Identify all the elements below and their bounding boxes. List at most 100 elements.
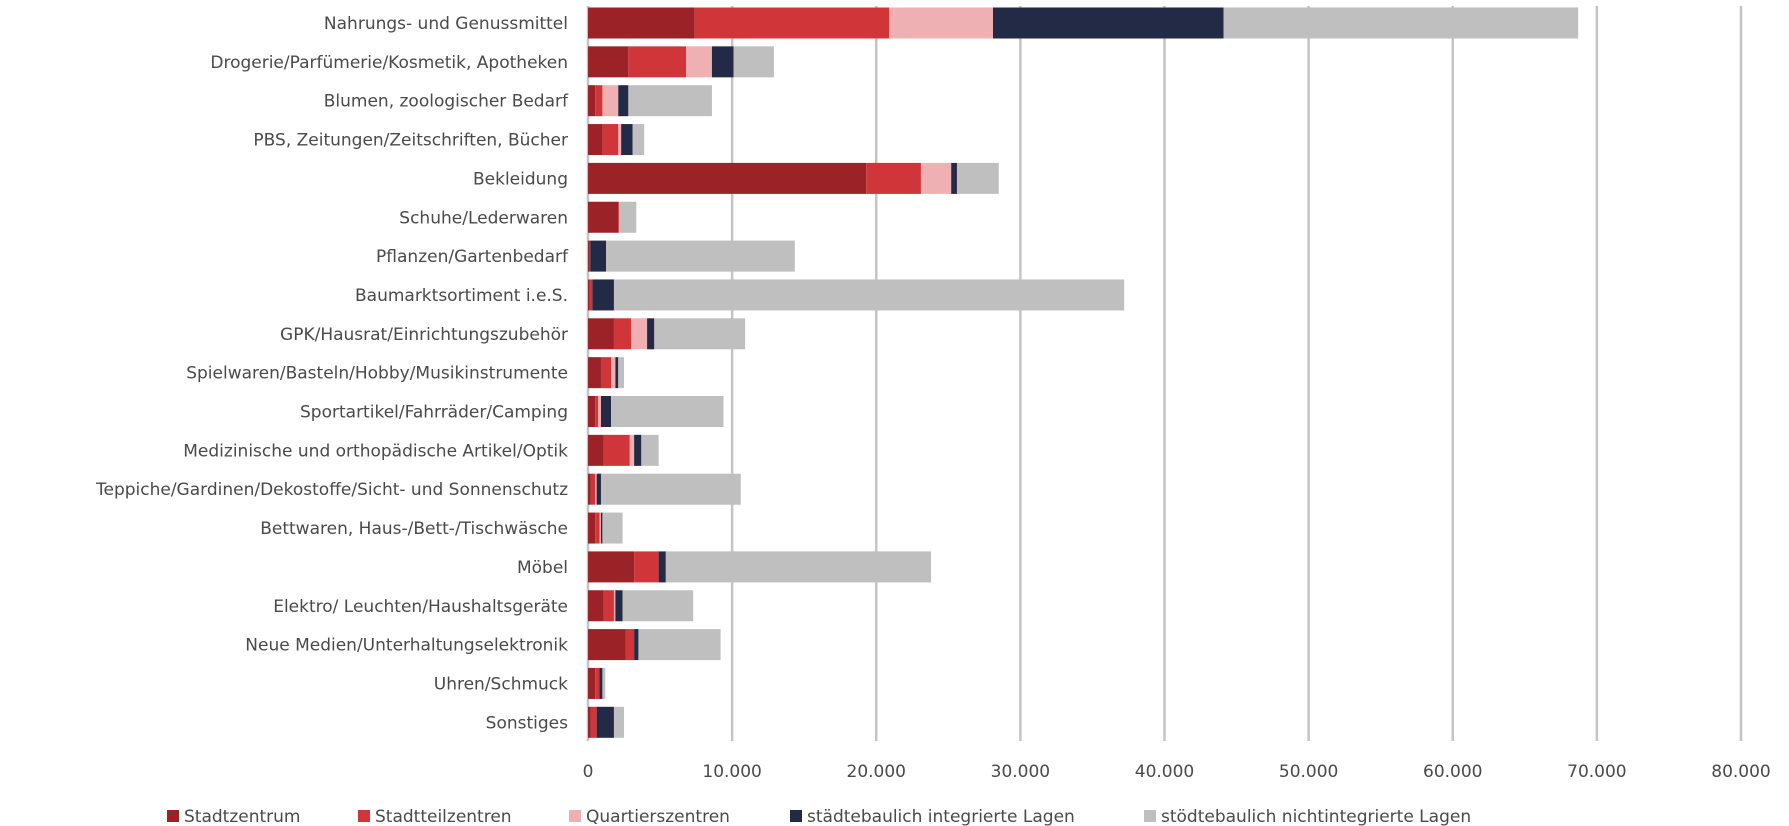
bar-segment xyxy=(992,7,1224,39)
legend-label: Quartierszentren xyxy=(586,807,730,826)
bar-segment xyxy=(1223,7,1579,39)
bar-segment xyxy=(611,357,616,389)
legend-swatch xyxy=(358,810,370,822)
x-tick-labels: 0 10.000 20.000 30.000 40.000 50.000 60.000 70.… xyxy=(583,762,1771,782)
category-label: Möbel xyxy=(517,558,568,578)
category-label: Bekleidung xyxy=(473,169,568,189)
bar-segment xyxy=(588,124,603,156)
legend-swatch xyxy=(569,810,581,822)
bar-segment xyxy=(595,396,599,427)
x-tick-label: 0 xyxy=(583,762,594,782)
bar-segment xyxy=(588,667,596,699)
gridlines xyxy=(586,6,1743,741)
bar-segment xyxy=(611,396,724,427)
bar-segment xyxy=(634,551,659,583)
bar-segment xyxy=(658,551,666,583)
bar-segment xyxy=(641,434,659,466)
bar-segment xyxy=(613,706,625,738)
bar-segment xyxy=(589,279,593,311)
bar-segment xyxy=(588,434,604,466)
bar-segment xyxy=(615,357,619,389)
category-label: PBS, Zeitungen/Zeitschriften, Bücher xyxy=(253,131,568,151)
bar-segment xyxy=(588,85,596,117)
category-label: Medizinische und orthopädische Artikel/O… xyxy=(183,441,568,461)
bar-segment xyxy=(920,162,952,194)
legend-swatch xyxy=(1144,810,1156,822)
legend-label: Stadtteilzentren xyxy=(375,807,512,826)
bar-segment xyxy=(603,590,614,622)
bar-segment xyxy=(588,706,591,738)
legend: Stadtzentrum Stadtteilzentren Quartierszen… xyxy=(167,807,1471,826)
bar-segment xyxy=(628,46,687,78)
legend-swatch xyxy=(790,810,802,822)
category-label: Pflanzen/Gartenbedarf xyxy=(376,247,569,267)
x-tick-label: 70.000 xyxy=(1567,762,1626,782)
category-label: Nahrungs- und Genussmittel xyxy=(324,14,568,34)
bar-segment xyxy=(589,240,591,272)
bar-segment xyxy=(590,240,607,272)
bar-segment xyxy=(595,667,600,699)
bar-segment xyxy=(631,318,648,350)
bar-segment xyxy=(588,7,695,39)
x-tick-label: 60.000 xyxy=(1423,762,1482,782)
legend-swatch xyxy=(167,810,179,822)
bar-segment xyxy=(613,590,616,622)
category-label: Spielwaren/Basteln/Hobby/Musikinstrument… xyxy=(186,364,568,384)
bar-segment xyxy=(588,473,591,505)
bar-segment xyxy=(638,629,721,661)
bar-segment xyxy=(588,279,590,311)
bar-segment xyxy=(596,706,614,738)
bar-segment xyxy=(951,162,957,194)
bars xyxy=(588,7,1579,738)
bar-segment xyxy=(632,124,645,156)
bar-segment xyxy=(602,512,623,544)
bar-segment xyxy=(590,706,597,738)
bar-segment xyxy=(595,473,597,505)
legend-label: Stadtzentrum xyxy=(184,807,300,826)
bar-segment xyxy=(595,85,603,117)
x-tick-label: 20.000 xyxy=(847,762,906,782)
bar-segment xyxy=(654,318,746,350)
category-label: Baumarktsortiment i.e.S. xyxy=(355,286,568,306)
bar-segment xyxy=(628,85,712,117)
category-label: GPK/Hausrat/Einrichtungszubehör xyxy=(280,325,568,345)
bar-segment xyxy=(600,473,741,505)
bar-segment xyxy=(600,357,612,389)
bar-segment xyxy=(866,162,921,194)
bar-segment xyxy=(618,201,637,233)
bar-segment xyxy=(647,318,655,350)
category-label: Elektro/ Leuchten/Haushaltsgeräte xyxy=(273,597,568,617)
bar-segment xyxy=(588,201,619,233)
bar-segment xyxy=(634,629,639,661)
legend-label: städtebaulich integrierte Lagen xyxy=(807,807,1075,826)
bar-segment xyxy=(599,667,603,699)
bar-segment xyxy=(603,434,630,466)
x-tick-label: 40.000 xyxy=(1135,762,1194,782)
bar-segment xyxy=(599,512,601,544)
bar-segment xyxy=(613,318,632,350)
bar-segment xyxy=(588,396,596,427)
bar-segment xyxy=(956,162,999,194)
legend-label: stödtebaulich nichtintegrierte Lagen xyxy=(1161,807,1471,826)
x-tick-label: 10.000 xyxy=(702,762,761,782)
category-label: Sportartikel/Fahrräder/Camping xyxy=(300,403,568,423)
x-tick-label: 50.000 xyxy=(1279,762,1338,782)
bar-segment xyxy=(588,629,626,661)
bar-segment xyxy=(590,473,596,505)
bar-segment xyxy=(598,396,601,427)
category-label: Neue Medien/Unterhaltungselektronik xyxy=(245,636,568,656)
bar-segment xyxy=(622,590,694,622)
category-label: Blumen, zoologischer Bedarf xyxy=(324,92,569,112)
bar-segment xyxy=(596,473,601,505)
bar-segment xyxy=(625,629,635,661)
bar-segment xyxy=(686,46,712,78)
category-labels: Nahrungs- und Genussmittel Drogerie/Parfü… xyxy=(95,14,569,733)
bar-segment xyxy=(618,85,629,117)
bar-segment xyxy=(711,46,734,78)
category-label: Teppiche/Gardinen/Dekostoffe/Sicht- und … xyxy=(95,480,568,500)
bar-segment xyxy=(588,551,635,583)
bar-segment xyxy=(733,46,774,78)
bar-segment xyxy=(694,7,890,39)
bar-segment xyxy=(588,590,604,622)
